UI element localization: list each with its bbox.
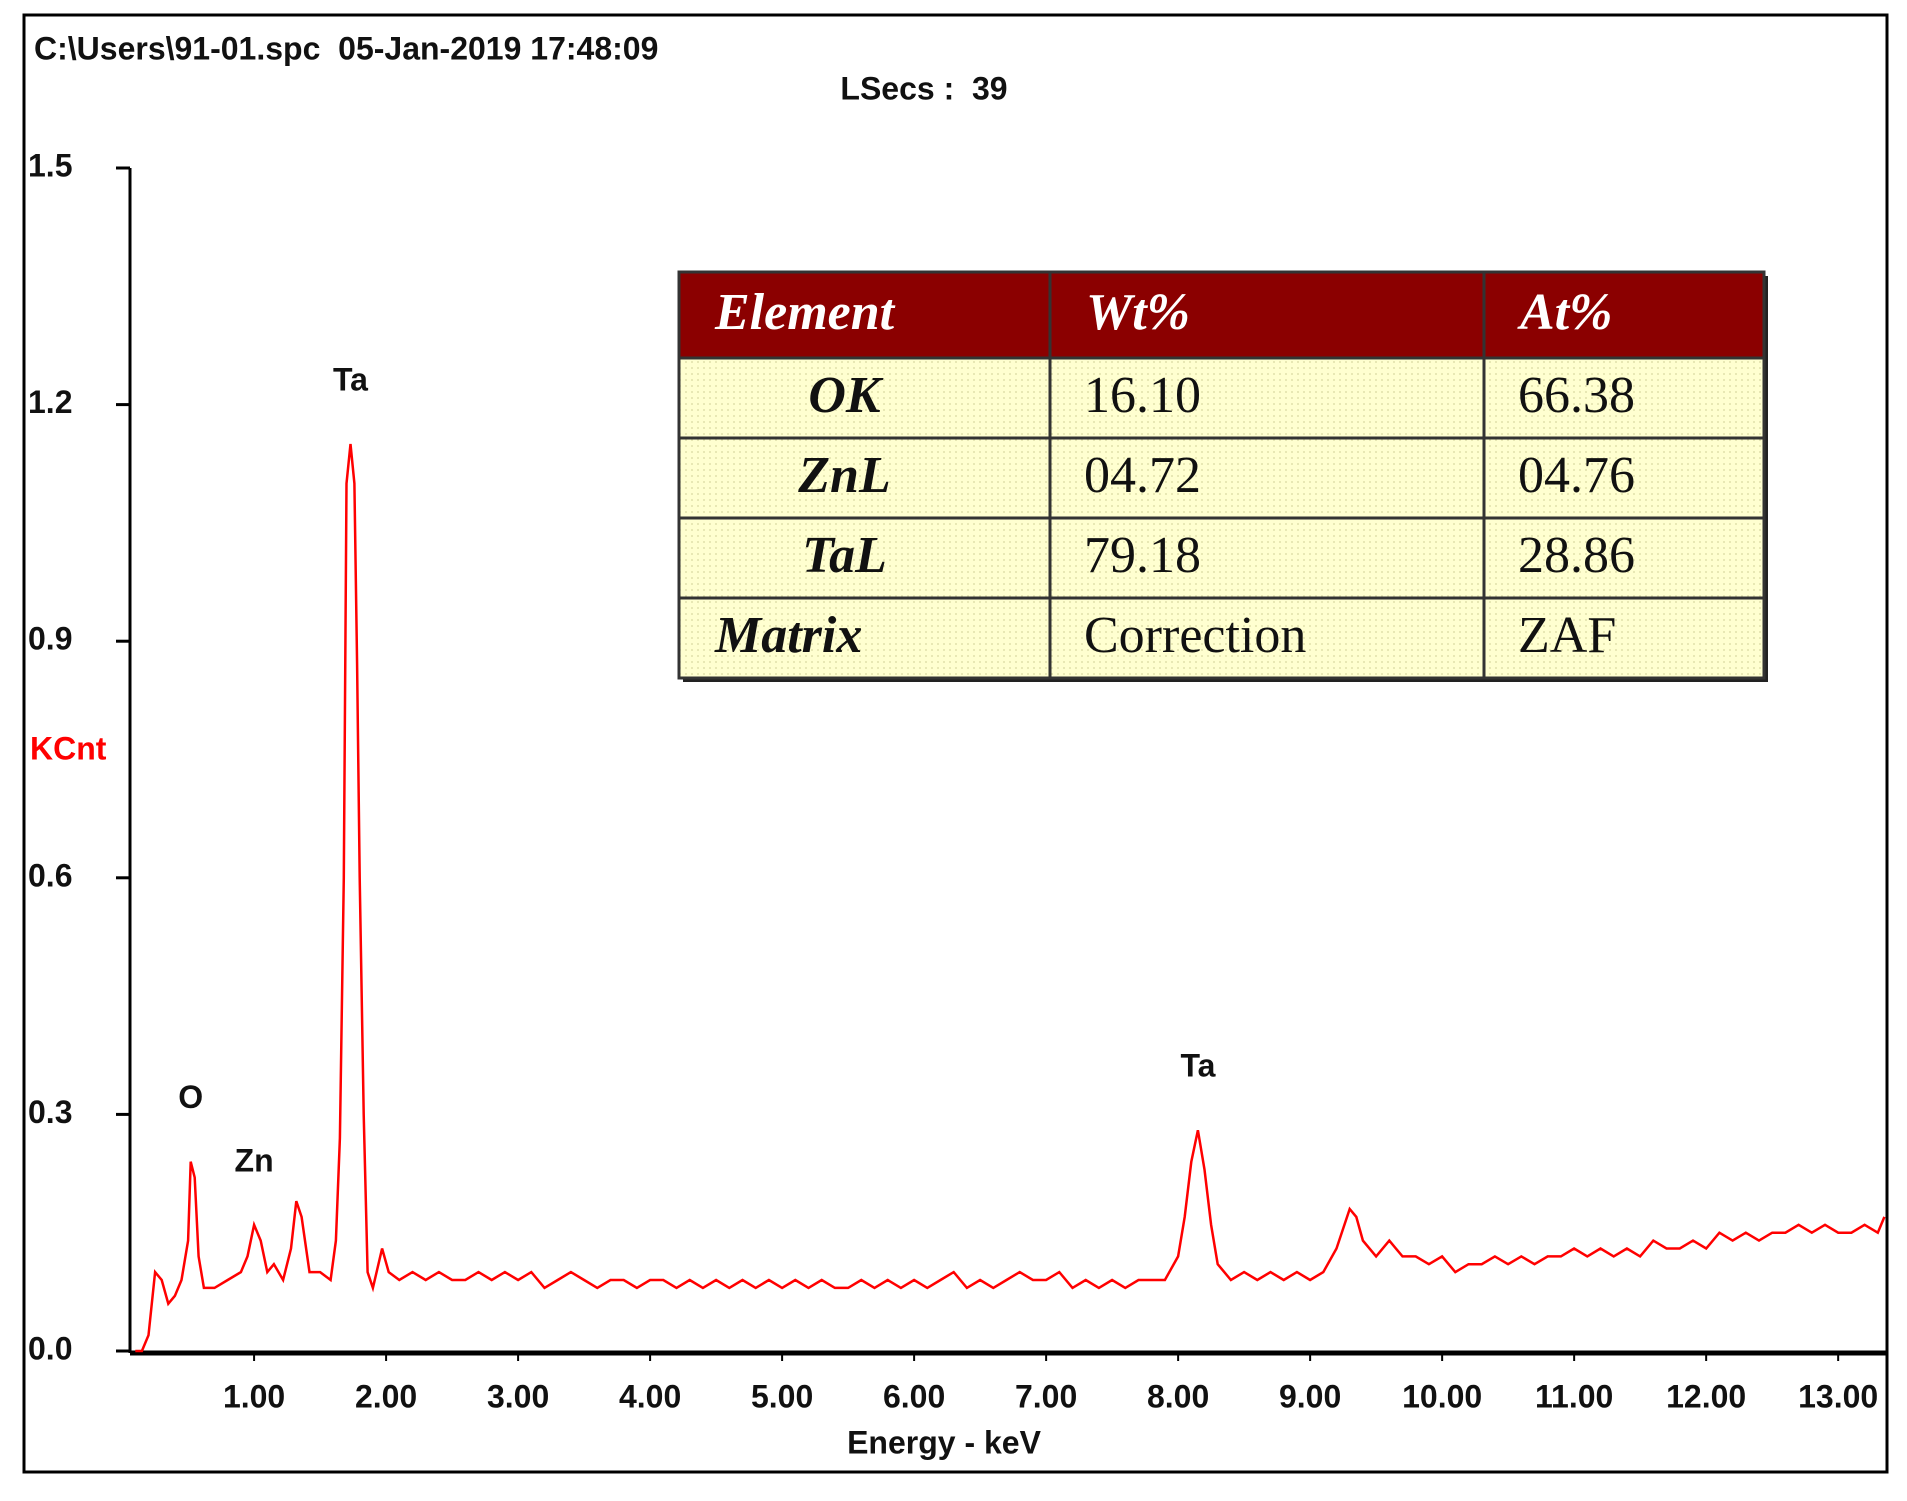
x-tick-label: 12.00 xyxy=(1666,1378,1746,1414)
table-cell: 28.86 xyxy=(1518,527,1635,584)
x-tick-label: 9.00 xyxy=(1279,1378,1341,1414)
x-tick-label: 11.00 xyxy=(1535,1378,1613,1414)
peak-label: Ta xyxy=(333,361,368,397)
table-cell: ZnL xyxy=(797,447,890,504)
y-axis-label: KCnt xyxy=(30,730,107,766)
x-axis-label: Energy - keV xyxy=(847,1424,1042,1460)
y-tick-label: 1.5 xyxy=(28,147,72,183)
y-tick-label: 0.9 xyxy=(28,621,72,657)
frame xyxy=(22,13,1889,1474)
table-cell: ZAF xyxy=(1518,607,1616,664)
table-cell: 66.38 xyxy=(1518,367,1635,424)
y-tick-label: 0.3 xyxy=(28,1094,72,1130)
x-tick-label: 2.00 xyxy=(355,1378,417,1414)
table-cell: 79.18 xyxy=(1084,527,1201,584)
x-tick-label: 1.00 xyxy=(223,1378,285,1414)
x-tick-label: 5.00 xyxy=(751,1378,813,1414)
table-header-cell: At% xyxy=(1517,284,1612,341)
peak-label: O xyxy=(178,1079,203,1115)
chart-title: C:\Users\91-01.spc 05-Jan-2019 17:48:09 xyxy=(34,30,658,66)
table-cell: OK xyxy=(808,367,884,424)
table-cell: 16.10 xyxy=(1084,367,1201,424)
table-cell: Matrix xyxy=(714,607,862,664)
x-tick-label: 8.00 xyxy=(1147,1378,1209,1414)
y-tick-label: 0.6 xyxy=(28,857,72,893)
table-cell: 04.76 xyxy=(1518,447,1635,504)
table-header-cell: Wt% xyxy=(1086,284,1190,341)
x-tick-label: 7.00 xyxy=(1015,1378,1077,1414)
table-cell: TaL xyxy=(802,527,887,584)
table-header-cell: Element xyxy=(714,284,896,341)
y-tick-label: 1.2 xyxy=(28,384,72,420)
peak-label: Ta xyxy=(1180,1048,1215,1084)
table-cell: 04.72 xyxy=(1084,447,1201,504)
x-tick-label: 3.00 xyxy=(487,1378,549,1414)
x-tick-label: 10.00 xyxy=(1402,1378,1482,1414)
x-tick-label: 13.00 xyxy=(1798,1378,1878,1414)
x-tick-label: 6.00 xyxy=(883,1378,945,1414)
spectrum-line xyxy=(135,443,1886,1353)
table-cell: Correction xyxy=(1084,607,1306,664)
x-tick-label: 4.00 xyxy=(619,1378,681,1414)
chart-subtitle: LSecs : 39 xyxy=(840,70,1007,106)
y-tick-label: 0.0 xyxy=(28,1330,72,1366)
peak-label: Zn xyxy=(235,1142,274,1178)
